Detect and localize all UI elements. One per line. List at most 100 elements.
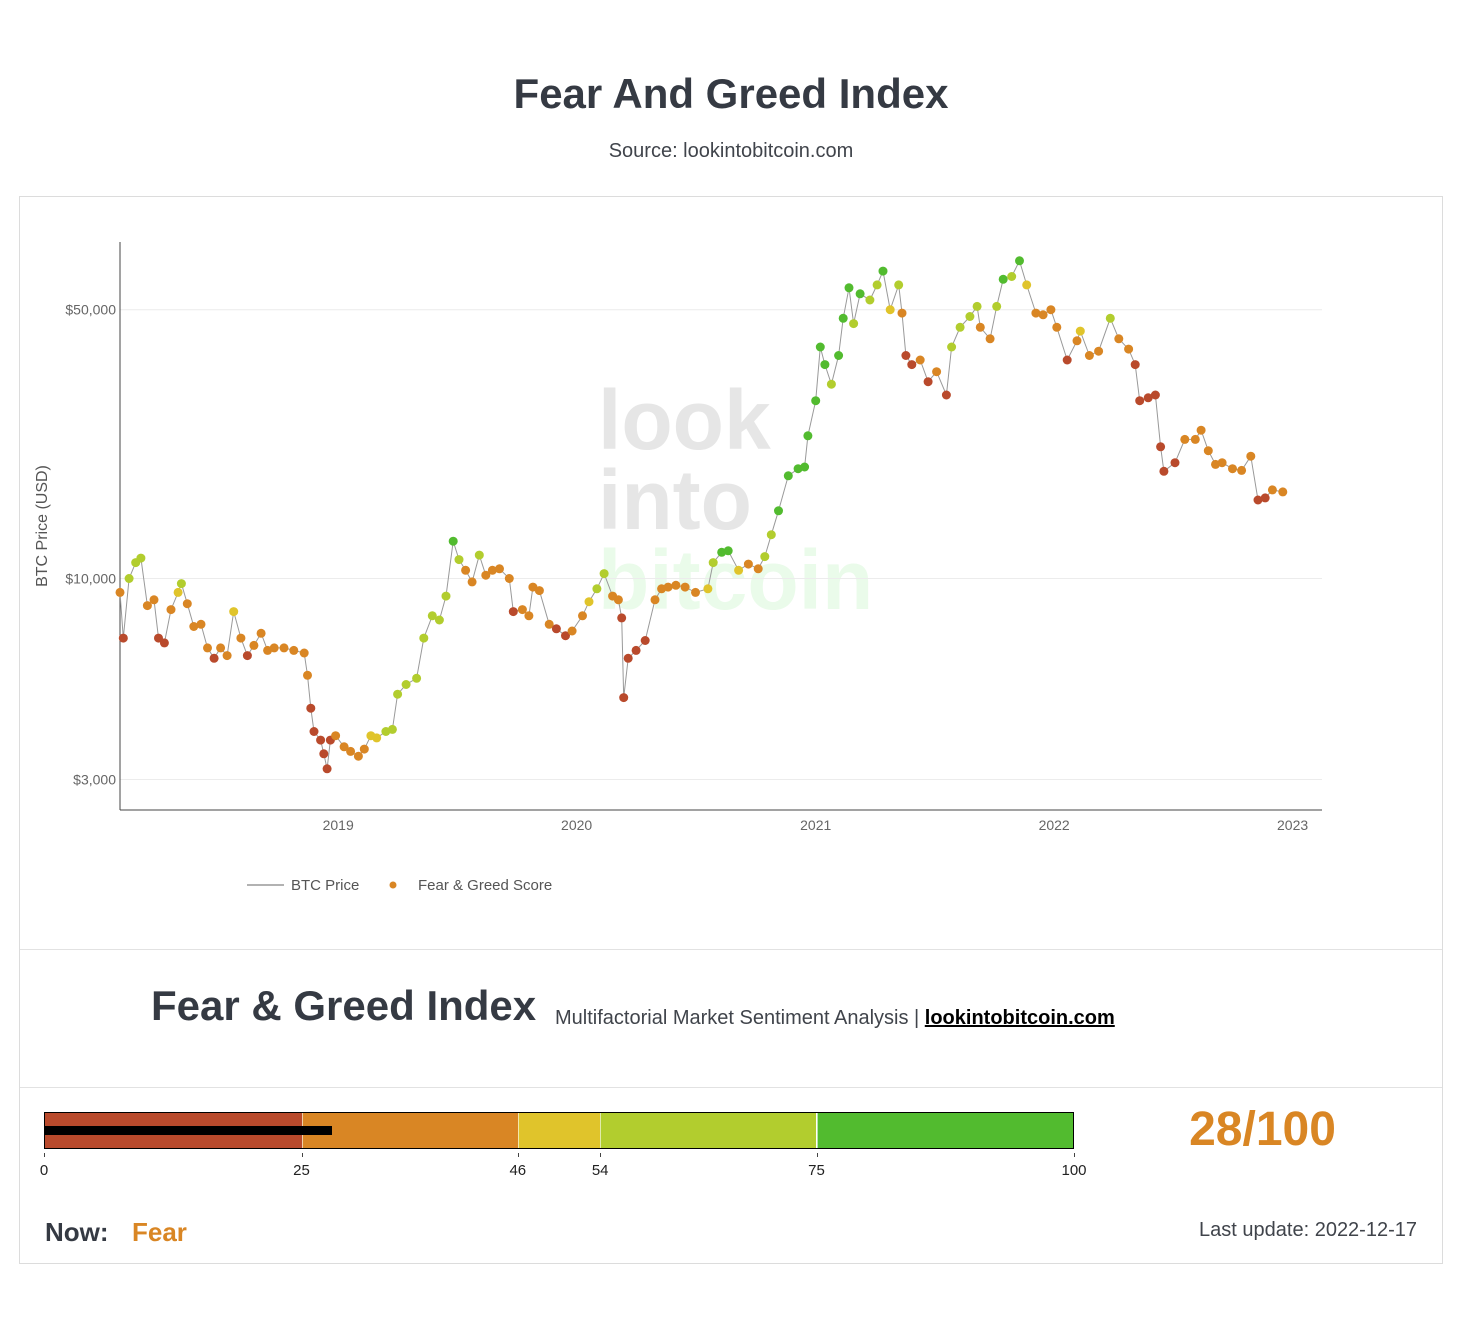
score-point[interactable] bbox=[972, 301, 982, 311]
score-point[interactable] bbox=[242, 651, 252, 661]
score-point[interactable] bbox=[434, 615, 444, 625]
score-point[interactable] bbox=[1084, 351, 1094, 360]
source-link[interactable]: lookintobitcoin.com bbox=[924, 1007, 1115, 1029]
score-point[interactable] bbox=[923, 377, 933, 387]
score-point[interactable] bbox=[136, 553, 146, 563]
score-point[interactable] bbox=[229, 607, 239, 617]
score-point[interactable] bbox=[865, 295, 875, 305]
score-point[interactable] bbox=[544, 619, 554, 629]
score-point[interactable] bbox=[1046, 305, 1056, 315]
score-point[interactable] bbox=[517, 605, 527, 615]
score-point[interactable] bbox=[599, 569, 609, 579]
score-point[interactable] bbox=[339, 742, 349, 752]
score-point[interactable] bbox=[885, 305, 895, 315]
score-point[interactable] bbox=[256, 628, 266, 638]
score-point[interactable] bbox=[1156, 442, 1166, 452]
score-point[interactable] bbox=[236, 633, 246, 643]
score-point[interactable] bbox=[481, 570, 491, 580]
score-point[interactable] bbox=[534, 586, 544, 596]
score-point[interactable] bbox=[872, 280, 882, 290]
score-point[interactable] bbox=[734, 565, 744, 575]
score-point[interactable] bbox=[182, 599, 192, 609]
score-point[interactable] bbox=[766, 530, 776, 540]
score-point[interactable] bbox=[1228, 464, 1237, 474]
score-point[interactable] bbox=[1022, 280, 1032, 290]
score-point[interactable] bbox=[1114, 334, 1124, 344]
score-point[interactable] bbox=[619, 693, 629, 703]
score-point[interactable] bbox=[640, 636, 650, 645]
score-point[interactable] bbox=[703, 584, 713, 594]
score-point[interactable] bbox=[303, 670, 312, 680]
score-point[interactable] bbox=[1278, 487, 1288, 497]
score-point[interactable] bbox=[441, 591, 451, 601]
score-point[interactable] bbox=[299, 648, 309, 658]
score-point[interactable] bbox=[203, 643, 212, 653]
score-point[interactable] bbox=[461, 565, 471, 575]
score-point[interactable] bbox=[671, 580, 681, 590]
score-point[interactable] bbox=[1007, 272, 1017, 281]
score-point[interactable] bbox=[623, 653, 633, 663]
score-point[interactable] bbox=[567, 626, 577, 636]
score-point[interactable] bbox=[372, 733, 382, 743]
score-point[interactable] bbox=[617, 613, 627, 623]
score-point[interactable] bbox=[723, 546, 733, 556]
score-point[interactable] bbox=[149, 595, 159, 605]
score-point[interactable] bbox=[115, 587, 125, 597]
score-point[interactable] bbox=[774, 506, 783, 516]
score-point[interactable] bbox=[346, 746, 356, 756]
score-point[interactable] bbox=[783, 471, 793, 481]
score-point[interactable] bbox=[815, 342, 825, 352]
score-point[interactable] bbox=[613, 595, 623, 605]
legend-fear-greed-score[interactable]: Fear & Greed Score bbox=[418, 877, 552, 894]
score-point[interactable] bbox=[985, 334, 995, 344]
score-point[interactable] bbox=[551, 624, 561, 634]
score-point[interactable] bbox=[578, 611, 587, 621]
score-point[interactable] bbox=[1190, 434, 1200, 444]
score-point[interactable] bbox=[142, 601, 152, 611]
score-point[interactable] bbox=[359, 744, 369, 754]
score-point[interactable] bbox=[760, 552, 770, 562]
score-point[interactable] bbox=[189, 622, 199, 631]
score-point[interactable] bbox=[947, 342, 957, 352]
score-point[interactable] bbox=[941, 390, 951, 400]
score-point[interactable] bbox=[289, 645, 299, 655]
score-point[interactable] bbox=[1105, 313, 1115, 323]
score-point[interactable] bbox=[316, 735, 326, 745]
score-point[interactable] bbox=[504, 574, 514, 583]
score-point[interactable] bbox=[592, 584, 602, 594]
score-point[interactable] bbox=[412, 673, 422, 683]
score-point[interactable] bbox=[306, 703, 316, 713]
score-point[interactable] bbox=[427, 611, 437, 621]
score-point[interactable] bbox=[1260, 493, 1270, 503]
score-point[interactable] bbox=[1124, 344, 1134, 354]
score-point[interactable] bbox=[743, 559, 753, 569]
score-point[interactable] bbox=[844, 283, 854, 293]
score-point[interactable] bbox=[467, 577, 477, 587]
score-point[interactable] bbox=[849, 319, 859, 329]
score-point[interactable] bbox=[322, 764, 332, 774]
score-point[interactable] bbox=[1217, 458, 1227, 468]
score-point[interactable] bbox=[1267, 485, 1277, 495]
score-point[interactable] bbox=[975, 322, 985, 332]
score-point[interactable] bbox=[897, 308, 907, 318]
score-point[interactable] bbox=[1015, 256, 1024, 266]
score-point[interactable] bbox=[915, 355, 925, 365]
score-point[interactable] bbox=[401, 680, 411, 689]
score-point[interactable] bbox=[826, 379, 836, 389]
score-point[interactable] bbox=[708, 558, 718, 568]
score-point[interactable] bbox=[166, 605, 176, 615]
score-point[interactable] bbox=[691, 587, 700, 597]
score-point[interactable] bbox=[803, 431, 813, 441]
score-point[interactable] bbox=[1052, 322, 1062, 332]
score-point[interactable] bbox=[474, 550, 484, 560]
score-point[interactable] bbox=[1072, 336, 1082, 346]
score-point[interactable] bbox=[1196, 425, 1206, 435]
score-point[interactable] bbox=[249, 640, 259, 650]
score-point[interactable] bbox=[834, 351, 844, 360]
score-point[interactable] bbox=[1031, 308, 1041, 318]
score-point[interactable] bbox=[1253, 495, 1263, 505]
score-point[interactable] bbox=[650, 595, 660, 605]
score-point[interactable] bbox=[878, 266, 888, 276]
score-point[interactable] bbox=[279, 643, 289, 653]
score-point[interactable] bbox=[353, 751, 363, 761]
